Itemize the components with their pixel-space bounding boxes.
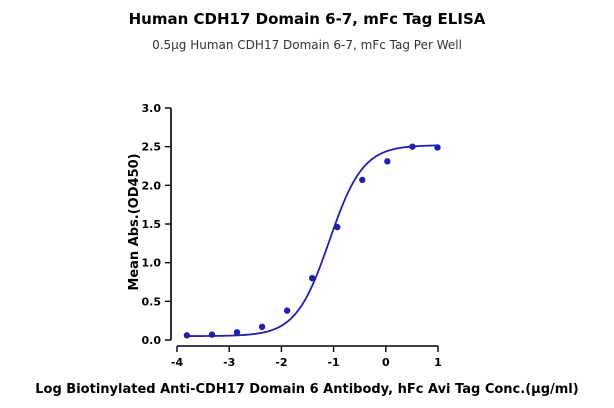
data-point (434, 144, 441, 151)
y-ticks: 0.0 0.5 1.0 1.5 2.0 2.5 3.0 (142, 102, 171, 347)
data-point (334, 223, 341, 231)
y-tick-label: 2.0 (142, 179, 162, 192)
y-axis-label: Mean Abs.(OD450) (127, 153, 142, 290)
x-tick-label: -4 (171, 356, 184, 369)
data-point (409, 143, 416, 150)
x-tick-label: 0 (382, 356, 390, 369)
data-point (183, 332, 191, 339)
x-tick-label: -1 (327, 356, 339, 369)
data-points (183, 143, 441, 339)
x-tick-label: 1 (434, 356, 442, 369)
data-point (233, 329, 241, 336)
data-point (359, 176, 366, 184)
x-ticks: -4 -3 -2 -1 0 1 (171, 346, 442, 369)
x-tick-label: -3 (223, 356, 235, 369)
data-point (208, 331, 216, 338)
chart-subtitle: 0.5µg Human CDH17 Domain 6-7, mFc Tag Pe… (152, 38, 462, 52)
y-tick-label: 0.5 (142, 295, 162, 308)
chart-title: Human CDH17 Domain 6-7, mFc Tag ELISA (128, 10, 486, 28)
y-tick-label: 2.5 (142, 141, 162, 154)
axes (170, 108, 438, 347)
fit-curve (186, 144, 438, 337)
data-point (308, 274, 316, 282)
y-tick-label: 3.0 (142, 102, 162, 115)
x-tick-label: -2 (275, 356, 287, 369)
y-tick-label: 1.5 (142, 218, 162, 231)
y-tick-label: 0.0 (142, 334, 162, 347)
data-point (384, 158, 391, 165)
data-point (258, 323, 266, 331)
x-axis-label: Log Biotinylated Anti-CDH17 Domain 6 Ant… (35, 382, 578, 397)
data-point (283, 307, 291, 314)
y-tick-label: 1.0 (142, 257, 162, 270)
